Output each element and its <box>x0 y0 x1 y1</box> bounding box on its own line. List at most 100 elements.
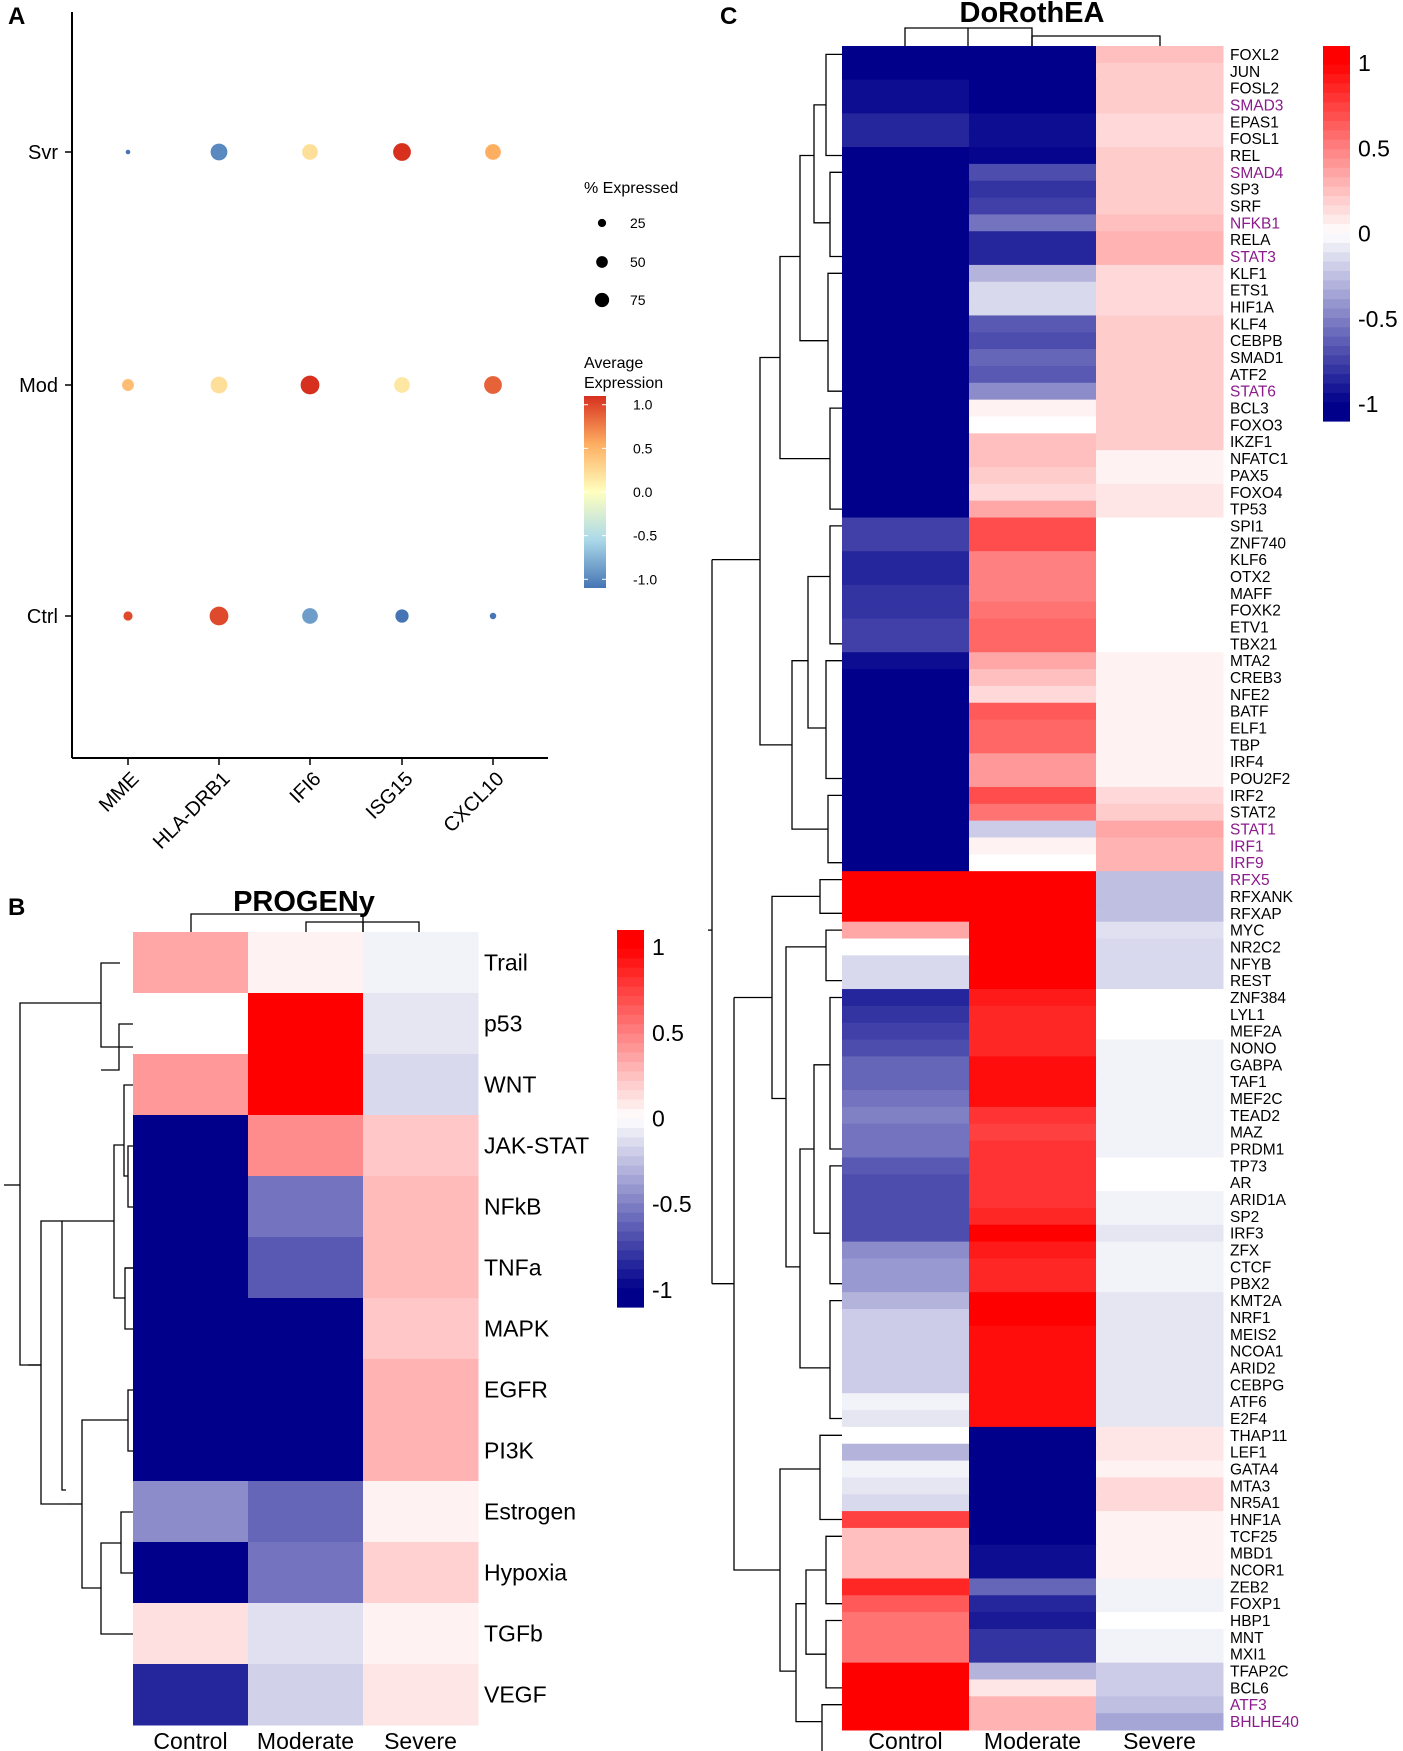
cell-arid2-severe <box>1096 1359 1224 1377</box>
cell-irf3-control <box>842 1224 970 1243</box>
column-label: Control <box>868 1728 942 1751</box>
cell-mnt-severe <box>1096 1628 1224 1647</box>
colorbar-segment <box>617 1165 644 1176</box>
colorbar-segment <box>617 1071 644 1082</box>
cell-tcf25-severe <box>1096 1527 1224 1546</box>
cell-tcf25-control <box>842 1527 970 1546</box>
colorbar-segment <box>1323 224 1350 235</box>
highlighted-row-label: RFX5 <box>1230 872 1270 889</box>
cell-foxo4-control <box>842 483 970 502</box>
colorbar-segment <box>1323 242 1350 253</box>
cell-irf3-moderate <box>969 1224 1097 1243</box>
panel-label-a: A <box>8 3 25 30</box>
colorbar-segment <box>617 1269 644 1280</box>
colorbar-segment <box>1323 177 1350 188</box>
colorbar-segment <box>617 1024 644 1035</box>
cell-nfyb-moderate <box>969 955 1097 973</box>
cell-mef2a-severe <box>1096 1022 1224 1041</box>
colorbar-segment <box>1323 252 1350 263</box>
row-label: JUN <box>1230 64 1260 81</box>
cell-lef1-moderate <box>969 1443 1097 1462</box>
dendrogram-branch <box>123 1084 133 1177</box>
row-label: KLF1 <box>1230 266 1267 283</box>
cell-rfx5-severe <box>1096 871 1224 889</box>
cell-estrogen-moderate <box>248 1481 364 1543</box>
row-label: REST <box>1230 973 1272 990</box>
colorbar-label: -0.5 <box>652 1191 692 1217</box>
dot-svr-cxcl10 <box>485 144 501 160</box>
colorbar-label: 0 <box>1358 221 1371 247</box>
cell-smad3-control <box>842 96 970 114</box>
cell-tp73-moderate <box>969 1157 1097 1175</box>
cell-trail-severe <box>363 932 479 994</box>
cell-foxl2-control <box>842 46 970 64</box>
row-label: FOXO3 <box>1230 417 1283 434</box>
cell-nfyb-severe <box>1096 955 1224 973</box>
colorbar-segment <box>617 1127 644 1138</box>
row-label: HIF1A <box>1230 300 1275 317</box>
row-label: LEF1 <box>1230 1445 1267 1462</box>
cell-cebpg-severe <box>1096 1376 1224 1394</box>
dendrogram-branch <box>100 962 133 1048</box>
size-legend-label: 50 <box>630 254 646 270</box>
cell-irf4-control <box>842 753 970 771</box>
x-tick-label: CXCL10 <box>440 768 509 837</box>
colorbar-segment <box>1323 83 1350 94</box>
cell-rfx5-control <box>842 871 970 889</box>
dot-mod-cxcl10 <box>484 376 502 394</box>
cell-p53-moderate <box>248 993 364 1055</box>
cell-hypoxia-moderate <box>248 1542 364 1604</box>
row-label: TP53 <box>1230 502 1267 519</box>
colorbar-segment <box>1323 121 1350 131</box>
cell-trail-control <box>133 932 249 994</box>
cell-zfx-control <box>842 1241 970 1259</box>
colorbar-segment <box>617 1052 644 1063</box>
cell-tnfa-moderate <box>248 1237 364 1299</box>
dendrogram-branch <box>829 1165 842 1285</box>
cell-mnt-moderate <box>969 1628 1097 1647</box>
cell-zfx-severe <box>1096 1241 1224 1259</box>
colorbar-segment <box>617 939 644 950</box>
cell-irf1-severe <box>1096 837 1224 855</box>
colorbar-segment <box>617 1109 644 1120</box>
dot-svr-mme <box>125 149 131 155</box>
cell-stat6-moderate <box>969 382 1097 401</box>
row-label: MBD1 <box>1230 1546 1273 1563</box>
row-label: Trail <box>484 950 528 976</box>
progeny-title: PROGENy <box>233 886 375 918</box>
cell-e2f4-moderate <box>969 1410 1097 1428</box>
cell-tbx21-moderate <box>969 635 1097 653</box>
cell-tp73-control <box>842 1157 970 1175</box>
dot-plot-panel: MME HLA-DRB1 IFI6 ISG15 CXCL10 Svr Mod Ctrl % … <box>19 12 678 853</box>
cell-smad4-control <box>842 163 970 182</box>
cell-stat3-control <box>842 248 970 266</box>
row-label: TP73 <box>1230 1158 1267 1175</box>
cell-sp3-severe <box>1096 180 1224 199</box>
cell-atf2-severe <box>1096 365 1224 384</box>
progeny-column-labels: Control Moderate Severe <box>153 1728 457 1751</box>
cell-nono-moderate <box>969 1039 1097 1057</box>
colorbar-segment <box>617 1156 644 1167</box>
cell-sp2-moderate <box>969 1207 1097 1226</box>
row-label: TBP <box>1230 737 1260 754</box>
cell-nfe2-control <box>842 685 970 704</box>
highlighted-row-label: ATF3 <box>1230 1697 1267 1714</box>
row-label: GATA4 <box>1230 1461 1279 1478</box>
colorbar-segment <box>1323 158 1350 169</box>
color-legend-label: 0.5 <box>633 440 653 456</box>
cell-klf6-control <box>842 551 970 569</box>
cell-stat2-severe <box>1096 803 1224 822</box>
cell-stat1-moderate <box>969 820 1097 838</box>
row-label: CEBPB <box>1230 333 1283 350</box>
dot-ctrl-isg15 <box>395 609 409 623</box>
cell-lyl1-moderate <box>969 1005 1097 1024</box>
color-legend-bar <box>584 396 606 588</box>
cell-taf1-severe <box>1096 1073 1224 1091</box>
row-label: MNT <box>1230 1630 1264 1647</box>
cell-nfkb1-control <box>842 214 970 232</box>
cell-pbx2-moderate <box>969 1275 1097 1293</box>
cell-atf3-severe <box>1096 1696 1224 1714</box>
highlighted-row-label: IRF9 <box>1230 855 1264 872</box>
cell-maz-severe <box>1096 1123 1224 1142</box>
colorbar-segment <box>1323 64 1350 75</box>
